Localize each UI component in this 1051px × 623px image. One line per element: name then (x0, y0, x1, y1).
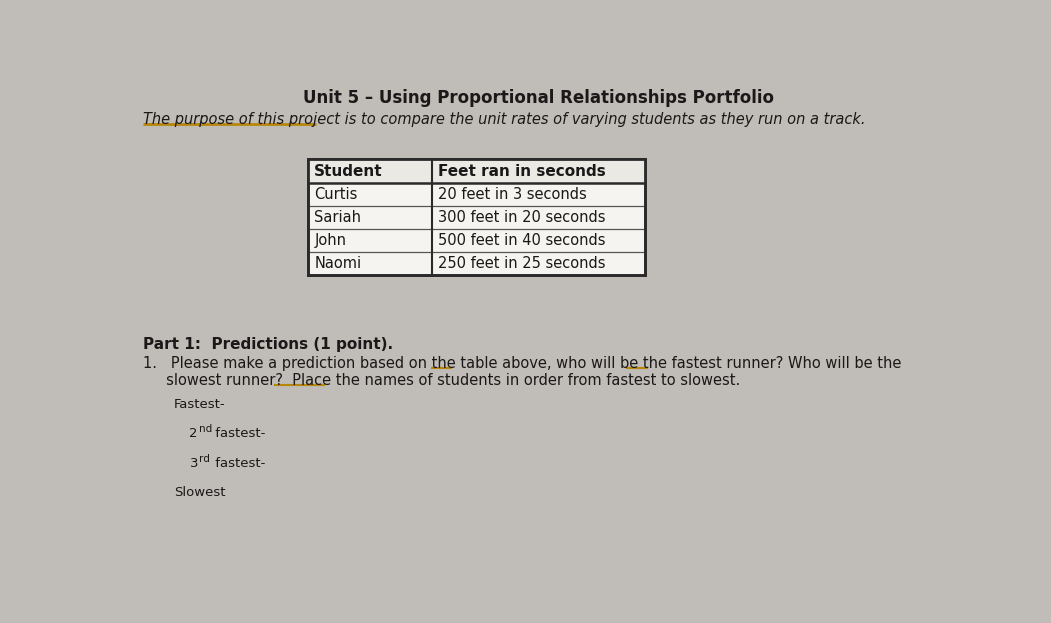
Text: John: John (314, 233, 346, 248)
Text: 1.   Please make a prediction based on the table above, who will be the fastest : 1. Please make a prediction based on the… (143, 356, 902, 371)
Text: The purpose of this project is to compare the unit rates of varying students as : The purpose of this project is to compar… (143, 112, 866, 126)
Text: 500 feet in 40 seconds: 500 feet in 40 seconds (438, 233, 605, 248)
Text: 2: 2 (189, 427, 198, 440)
Text: rd: rd (199, 454, 210, 464)
Text: Part 1:  Predictions (1 point).: Part 1: Predictions (1 point). (143, 336, 393, 351)
Text: fastest-: fastest- (211, 427, 266, 440)
Text: Sariah: Sariah (314, 210, 362, 225)
Text: nd: nd (199, 424, 212, 434)
Text: 20 feet in 3 seconds: 20 feet in 3 seconds (438, 187, 588, 202)
Text: Slowest: Slowest (174, 486, 226, 499)
Text: Feet ran in seconds: Feet ran in seconds (438, 163, 606, 179)
FancyBboxPatch shape (308, 159, 645, 183)
Text: Student: Student (314, 163, 383, 179)
Text: 3: 3 (189, 457, 198, 470)
Text: Unit 5 – Using Proportional Relationships Portfolio: Unit 5 – Using Proportional Relationship… (303, 88, 774, 107)
Text: fastest-: fastest- (211, 457, 266, 470)
Text: Naomi: Naomi (314, 256, 362, 271)
Text: 300 feet in 20 seconds: 300 feet in 20 seconds (438, 210, 605, 225)
Text: slowest runner?  Place the names of students in order from fastest to slowest.: slowest runner? Place the names of stude… (143, 373, 740, 388)
Text: Fastest-: Fastest- (174, 398, 226, 411)
Text: 250 feet in 25 seconds: 250 feet in 25 seconds (438, 256, 605, 271)
Text: Curtis: Curtis (314, 187, 357, 202)
FancyBboxPatch shape (308, 159, 645, 275)
